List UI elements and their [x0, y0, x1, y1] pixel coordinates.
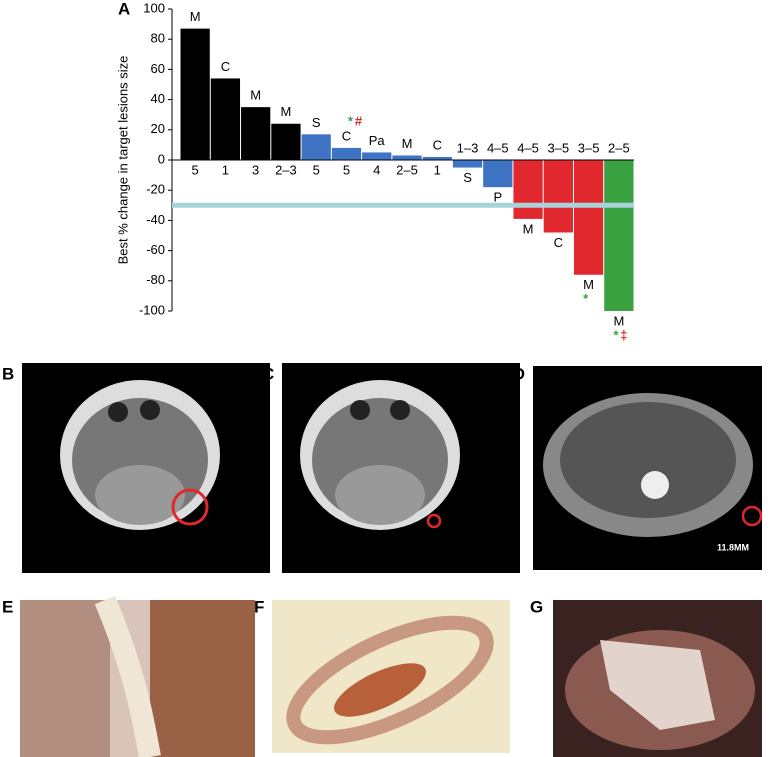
type-label: M	[613, 313, 624, 328]
category-label: 4–5	[517, 140, 539, 155]
category-label: 1–3	[457, 140, 479, 155]
type-label: S	[463, 170, 472, 185]
y-tick-label: 60	[151, 61, 165, 76]
scale-text: 11.8MM	[717, 542, 749, 552]
panel-label: C	[262, 364, 274, 383]
category-label: 2–5	[396, 162, 418, 177]
bar	[241, 107, 271, 160]
y-tick-label: -60	[146, 242, 165, 257]
panel-label: A	[118, 0, 130, 18]
panel-label: F	[254, 597, 264, 616]
y-tick-label: 80	[151, 31, 165, 46]
bar	[543, 160, 573, 233]
category-label: 2–5	[608, 140, 630, 155]
bar	[210, 78, 241, 160]
type-label: M	[402, 136, 413, 151]
type-label: C	[342, 128, 351, 143]
type-label: S	[312, 115, 321, 130]
category-label: 5	[192, 162, 199, 177]
type-label: M	[281, 104, 292, 119]
marker: ‡	[620, 327, 627, 342]
y-axis-label: Best % change in target lesions size	[115, 56, 130, 265]
category-label: 1	[434, 162, 441, 177]
panel-label: G	[530, 597, 543, 616]
category-label: 1	[222, 162, 229, 177]
category-label: 3	[252, 162, 259, 177]
marker: #	[355, 113, 363, 128]
bar	[180, 28, 210, 160]
panel-label: D	[513, 364, 525, 383]
y-tick-label: 40	[151, 91, 165, 106]
bar	[452, 160, 483, 168]
category-label: 3–5	[547, 140, 569, 155]
endoscopy-image-g	[553, 600, 762, 757]
type-label: C	[221, 59, 230, 74]
ct-image-d	[533, 366, 763, 570]
y-tick-label: 0	[158, 151, 165, 166]
category-label: 5	[313, 162, 320, 177]
category-label: 4–5	[487, 140, 509, 155]
bar	[422, 156, 452, 160]
histology-image-e	[20, 595, 255, 757]
type-label: M	[250, 88, 261, 103]
panel-label: E	[2, 597, 13, 616]
bar	[362, 152, 392, 160]
y-tick-label: -80	[146, 272, 165, 287]
type-label: Pa	[369, 133, 386, 148]
marker: *	[583, 291, 589, 306]
type-label: M	[190, 9, 201, 24]
category-label: 2–3	[275, 162, 297, 177]
category-label: 4	[373, 162, 380, 177]
bar	[604, 160, 634, 311]
y-tick-label: -40	[146, 212, 165, 227]
type-label: P	[493, 190, 502, 205]
bar	[392, 155, 422, 160]
bar	[271, 123, 301, 160]
ct-image-c	[282, 363, 520, 573]
type-label: M	[583, 277, 594, 292]
category-label: 5	[343, 162, 350, 177]
ct-image-b	[22, 363, 270, 573]
y-tick-label: -20	[146, 182, 165, 197]
bar	[301, 134, 331, 160]
type-label: M	[523, 221, 534, 236]
bar	[331, 147, 362, 160]
bar	[573, 160, 604, 275]
type-label: C	[433, 137, 442, 152]
y-tick-label: 20	[151, 121, 165, 136]
panel-label: B	[2, 364, 14, 383]
y-tick-label: 100	[143, 0, 165, 15]
bar	[513, 160, 543, 219]
type-label: C	[554, 235, 563, 250]
category-label: 3–5	[578, 140, 600, 155]
marker: *	[613, 327, 619, 342]
bar	[483, 160, 513, 188]
y-tick-label: -100	[139, 302, 165, 317]
histology-image-f	[272, 600, 510, 753]
marker: *	[348, 113, 354, 128]
